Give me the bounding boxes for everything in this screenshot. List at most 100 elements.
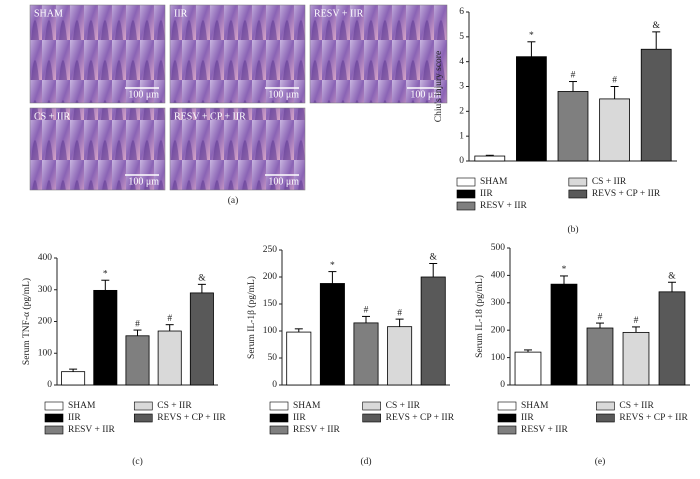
legend-swatch [456,201,476,211]
legend-label: SHAM [68,401,96,411]
y-tick-label: 0 [47,380,52,390]
legend-swatch [596,413,615,423]
y-tick-label: 0 [500,380,505,390]
significance-marker: # [135,319,140,329]
y-tick-label: 250 [263,245,278,255]
histology-image [169,107,306,191]
legend-label: RESV + IIR [293,425,341,435]
y-axis-label: Serum IL-1β (pg/mL) [246,276,257,359]
bar [550,283,578,386]
y-tick-label: 500 [491,243,506,253]
significance-marker: # [634,316,639,326]
panel-label: (d) [360,456,371,467]
bar [61,371,86,386]
image-label: RESV + CP + IIR [174,111,246,122]
scale-label: 100 μm [128,89,159,100]
y-tick-label: 400 [38,253,53,263]
bar [557,91,589,162]
y-axis-label: Serum TNF-α (pg/mL) [21,278,32,365]
histology-image [169,4,306,104]
y-axis-label: Serum IL-18 (pg/mL) [474,275,485,358]
legend-label: SHAM [480,177,508,187]
y-tick-label: 100 [263,326,278,336]
legend-label: SHAM [521,401,549,411]
legend-swatch [269,401,289,411]
significance-marker: * [330,261,335,271]
panel-label: (c) [132,456,143,467]
significance-marker: # [612,76,617,86]
chart: 0 100 200 300 400 500 Serum IL-18 (pg/mL) * # # & S… [474,243,690,467]
legend-label: REVS + CP + IIR [386,413,455,423]
legend-swatch [497,425,517,435]
legend-label: REVS + CP + IIR [592,189,661,199]
scale-label: 100 μm [410,89,441,100]
bar [622,331,650,386]
y-tick-label: 6 [459,7,464,17]
bar [599,98,630,162]
legend-swatch [44,425,64,435]
significance-marker: # [167,314,172,324]
legend-swatch [133,401,153,411]
legend-swatch [269,425,289,435]
legend-label: IIR [521,413,534,423]
significance-marker: & [430,253,438,263]
legend-swatch [44,413,64,423]
legend-swatch [269,413,289,423]
y-tick-label: 200 [263,272,278,282]
bar [474,155,506,162]
bar [189,292,214,386]
significance-marker: # [364,306,369,316]
legend-label: IIR [293,413,306,423]
y-tick-label: 5 [459,32,464,42]
legend-label: RESV + IIR [480,201,528,211]
y-tick-label: 4 [459,57,464,67]
significance-marker: # [397,308,402,318]
y-tick-label: 300 [38,285,53,295]
histology-image [29,107,166,191]
significance-marker: # [598,312,603,322]
legend-swatch [133,413,153,423]
y-tick-label: 200 [38,317,53,327]
y-tick-label: 400 [491,271,506,281]
chart: 0 100 200 300 400 Serum TNF-α (pg/mL) * # # & SHAM… [21,253,226,467]
legend-swatch [596,401,615,411]
bar [125,335,150,386]
bar [640,48,672,162]
histology-image [309,4,448,104]
bar [286,331,312,386]
legend-label: IIR [68,413,81,423]
significance-marker: * [562,265,567,275]
bar [319,283,345,386]
chart: 0 50 100 150 200 250 Serum IL-1β (pg/mL) * # # & SH… [246,245,455,467]
histology-image [29,4,166,104]
legend-label: IIR [480,189,493,199]
y-tick-label: 200 [491,325,506,335]
y-tick-label: 100 [491,353,506,363]
image-label: IIR [174,8,188,19]
bar [93,289,118,386]
significance-marker: & [668,271,676,281]
legend-label: CS + IIR [157,401,192,411]
panel-a: SHAM 100 μm IIR 100 μm RESV + IIR 100 μm CS + … [29,4,448,206]
legend-swatch [568,177,588,187]
y-tick-label: 100 [38,348,53,358]
legend-label: SHAM [293,401,321,411]
bar [387,326,413,386]
legend-swatch [456,177,476,187]
y-axis-label: Chiu's injury score [434,51,444,122]
bar [157,330,182,386]
y-tick-label: 50 [268,353,278,363]
bar [514,351,542,386]
image-label: CS + IIR [34,111,71,122]
legend-swatch [568,189,588,199]
panel-label: (e) [595,456,606,467]
legend-swatch [456,189,476,199]
y-tick-label: 300 [491,298,506,308]
legend-swatch [44,401,64,411]
legend-label: CS + IIR [619,401,654,411]
bar [658,291,686,386]
bar [516,56,547,162]
legend-label: CS + IIR [386,401,421,411]
y-tick-label: 2 [459,107,464,117]
